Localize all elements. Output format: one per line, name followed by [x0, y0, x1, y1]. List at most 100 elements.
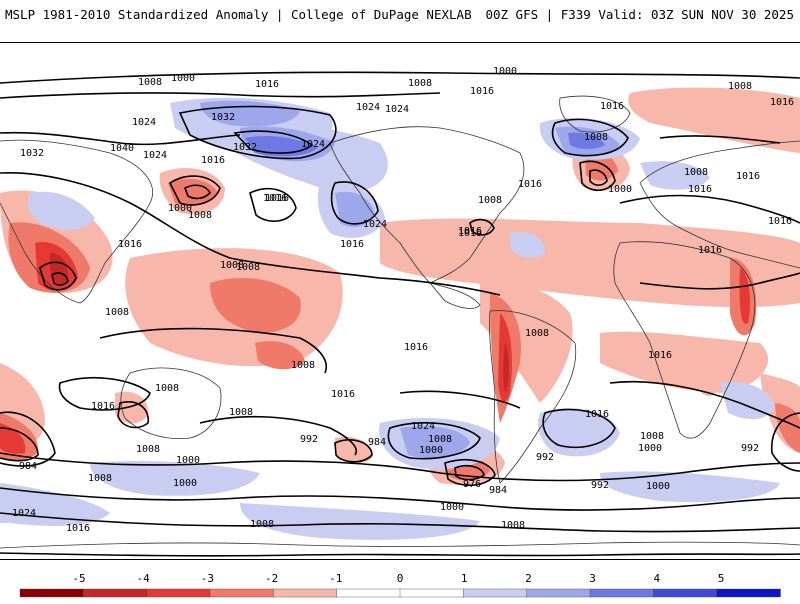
isobar: [233, 130, 314, 154]
colorbar-segment: [463, 588, 528, 598]
isobar-label: 1016: [458, 226, 482, 237]
colorbar-segment: [209, 588, 275, 598]
eurasia-coast: [0, 139, 800, 304]
pos-anomaly-area: [600, 471, 780, 503]
isobar-label: 1016: [331, 389, 355, 400]
neg-anomaly-area: [690, 343, 717, 397]
isobar: [0, 71, 800, 84]
isobar-label: 1008: [478, 195, 502, 206]
isobar: [0, 171, 501, 296]
neg-anomaly-area: [0, 423, 26, 454]
colorbar-tick-label: 4: [653, 572, 660, 585]
colorbar-tick-label: -4: [137, 572, 151, 585]
neg-anomaly-area: [380, 218, 800, 308]
anomaly-colorbar: -5 -4 -3 -2 -1 0 1 2 3 4 5: [0, 564, 800, 600]
central-america-coast: [428, 282, 481, 309]
colorbar-tick-label: 0: [397, 572, 404, 585]
map-title: MSLP 1981-2010 Standardized Anomaly | Co…: [5, 7, 472, 22]
isobar-label: 1000: [171, 73, 195, 84]
isobar: [168, 175, 221, 206]
isobar-label: 1016: [255, 79, 279, 90]
colorbar-segment: [273, 588, 338, 598]
pos-anomaly-area: [510, 231, 545, 258]
isobar-label: 1008: [236, 262, 260, 273]
isobar-label: 1024: [143, 150, 167, 161]
colorbar-segment: [19, 588, 85, 598]
isobar-label: 1016: [458, 228, 482, 239]
isobar-label: 1024: [385, 104, 409, 115]
isobar-label: 1008: [728, 81, 752, 92]
isobar-label: 1000: [176, 455, 200, 466]
isobar-label: 1008: [229, 407, 253, 418]
isobar-label: 1000: [440, 502, 464, 513]
isobar: [579, 160, 616, 192]
south-america-coast: [489, 310, 577, 484]
isobar-label: 1008: [138, 77, 162, 88]
isobar-label: 1008: [88, 473, 112, 484]
colorbar-segment: [653, 588, 718, 598]
neg-anomaly-area: [775, 403, 800, 453]
isobar-label: 1008: [220, 260, 244, 271]
isobar-label: 984: [489, 485, 507, 496]
isobar: [399, 390, 521, 409]
isobar-label: 992: [741, 443, 759, 454]
isobar-label: 1016: [600, 101, 624, 112]
isobar-label: 1024: [132, 117, 156, 128]
pos-anomaly-area: [720, 381, 775, 420]
isobar-label: 1016: [770, 97, 794, 108]
colorbar-tick-label: -2: [265, 572, 278, 585]
colorbar-tick-label: -5: [72, 572, 85, 585]
isobar-label: 1016: [736, 171, 760, 182]
colorbar-segment: [399, 588, 465, 598]
isobar: [249, 187, 297, 222]
isobar-label: 1008: [155, 383, 179, 394]
isobar-label: 1016: [265, 193, 289, 204]
isobar-label: 1000: [608, 184, 632, 195]
pos-anomaly-area: [27, 191, 96, 230]
pos-anomaly-area: [400, 426, 470, 458]
colorbar-segment: [146, 588, 211, 598]
isobar: [0, 427, 39, 462]
isobar-label: 1008: [105, 307, 129, 318]
isobar: [619, 194, 800, 224]
isobar: [0, 411, 56, 467]
isobar-label: 1024: [363, 219, 387, 230]
isobar-label: 1016: [118, 239, 142, 250]
colorbar-segment: [83, 588, 148, 598]
pos-anomaly-area: [240, 503, 480, 540]
isobar: [454, 465, 485, 481]
neg-anomaly-area: [255, 341, 305, 370]
isobar: [117, 401, 149, 429]
isobar-label: 1024: [411, 421, 435, 432]
isobar: [0, 452, 800, 482]
isobar-label: 1024: [356, 102, 380, 113]
isobar-label: 976: [463, 479, 481, 490]
isobar-label: 1024: [12, 508, 36, 519]
isobar: [0, 512, 800, 533]
isobar: [387, 422, 481, 460]
isobar-label: 1008: [584, 132, 608, 143]
isobar-label: 1008: [428, 434, 452, 445]
isobar-label: 1008: [408, 78, 432, 89]
isobar-label: 1016: [66, 523, 90, 534]
isobar: [99, 327, 327, 374]
isobar-label: 1008: [188, 210, 212, 221]
isobar-label: 1024: [301, 139, 325, 150]
australia-coast: [120, 367, 222, 439]
isobar: [609, 380, 800, 429]
isobar: [639, 272, 800, 290]
pos-anomaly-area: [90, 461, 260, 496]
isobar-label: 1008: [640, 431, 664, 442]
isobar: [199, 415, 357, 456]
isobar: [334, 439, 373, 463]
isobar-label: 1000: [646, 481, 670, 492]
colorbar-segment: [589, 588, 655, 598]
neg-anomaly-area: [600, 331, 769, 393]
model-run-info: 00Z GFS | F339 Valid: 03Z SUN NOV 30 202…: [485, 7, 794, 22]
isobar-label: 1040: [110, 143, 134, 154]
isobar-label: 1000: [638, 443, 662, 454]
isobar-label: 1016: [470, 86, 494, 97]
isobar-label: 1032: [20, 148, 44, 159]
neg-anomaly-area: [739, 268, 750, 324]
isobar: [58, 377, 151, 411]
